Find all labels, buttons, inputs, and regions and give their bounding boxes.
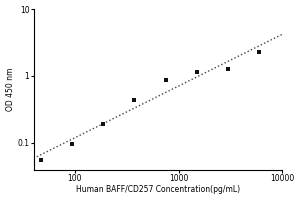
X-axis label: Human BAFF/CD257 Concentration(pg/mL): Human BAFF/CD257 Concentration(pg/mL)	[76, 185, 240, 194]
Y-axis label: OD 450 nm: OD 450 nm	[6, 68, 15, 111]
Point	[70, 143, 74, 146]
Point	[163, 78, 168, 82]
Point	[38, 159, 43, 162]
Point	[194, 71, 199, 74]
Point	[132, 98, 137, 101]
Point	[226, 68, 230, 71]
Point	[257, 50, 262, 53]
Point	[101, 123, 106, 126]
